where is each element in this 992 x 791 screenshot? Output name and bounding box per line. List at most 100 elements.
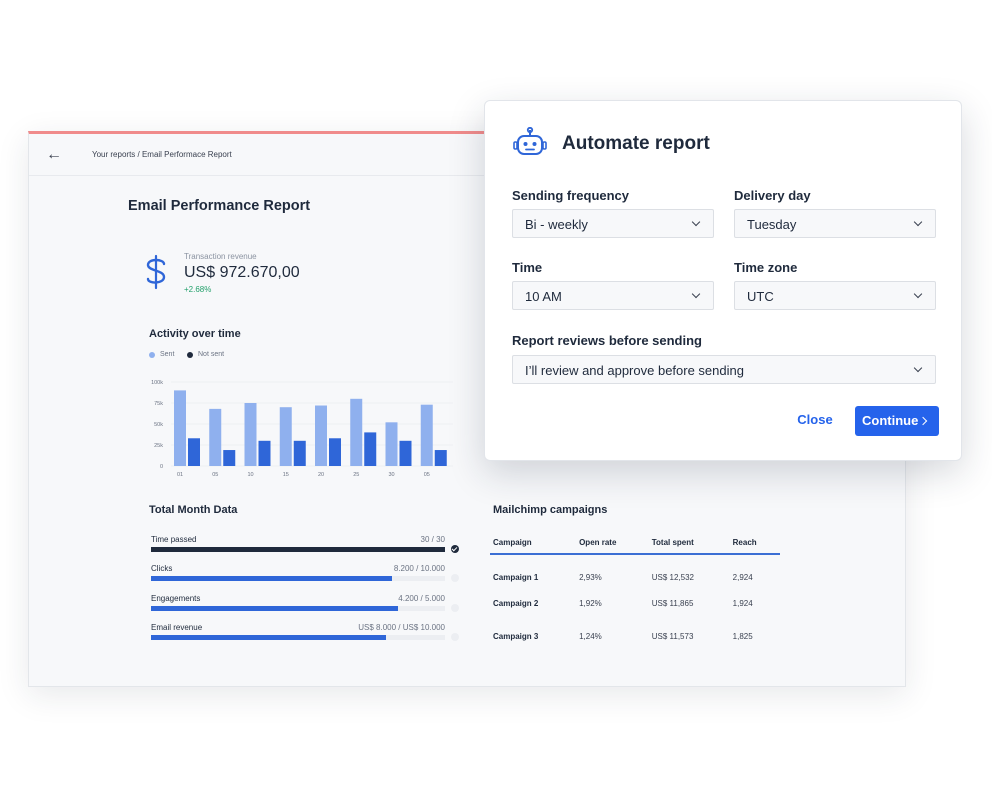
metric-label: Engagements [151, 594, 201, 603]
time-value: 10 AM [525, 289, 562, 304]
chart-bar-not-sent [329, 438, 341, 466]
chart-bar-sent [420, 404, 433, 466]
y-tick-label: 0 [160, 464, 163, 470]
table-row[interactable]: Campaign 3 1,24% US$ 11,573 1,825 [490, 620, 780, 653]
chart-bar-not-sent [258, 440, 271, 466]
mailchimp-table: Campaign Open rate Total spent Reach Cam… [490, 534, 780, 653]
review-select[interactable]: I’ll review and approve before sending [512, 355, 936, 384]
table-cell: 1,24% [579, 632, 602, 641]
sending-frequency-label: Sending frequency [512, 188, 630, 203]
pending-circle-icon [451, 633, 459, 641]
time-zone-value: UTC [747, 289, 774, 304]
delivery-day-select[interactable]: Tuesday [734, 209, 936, 238]
sending-frequency-select[interactable]: Bi - weekly [512, 209, 714, 238]
chart-bar-sent [209, 408, 222, 466]
table-cell: 1,924 [732, 599, 753, 608]
y-tick-label: 75k [154, 401, 163, 407]
progress-fill [151, 635, 387, 640]
table-row[interactable]: Campaign 2 1,92% US$ 11,865 1,924 [490, 587, 780, 620]
pending-circle-icon [451, 604, 459, 612]
close-button[interactable]: Close [797, 412, 833, 427]
robot-icon [513, 127, 547, 155]
pending-circle-icon [451, 574, 459, 582]
x-tick-label: 05 [424, 472, 430, 478]
chevron-right-icon [918, 416, 928, 426]
time-label: Time [512, 260, 543, 275]
progress-fill [151, 576, 393, 581]
table-cell: 2,93% [579, 572, 602, 582]
continue-button[interactable]: Continue [855, 406, 939, 436]
chart-bar-not-sent [188, 438, 200, 466]
chevron-down-icon [913, 217, 923, 227]
column-header[interactable]: Campaign [490, 534, 577, 555]
chevron-down-icon [913, 363, 923, 373]
progress-track [151, 576, 445, 581]
metric-label: Time passed [151, 535, 197, 544]
metric-time-passed: Time passed 30 / 30 [151, 535, 459, 563]
mailchimp-title: Mailchimp campaigns [493, 504, 608, 516]
metric-value: 30 / 30 [420, 535, 445, 544]
chart-bar-not-sent [364, 432, 377, 466]
activity-bar-chart: 100k 75k 50k 25k 0 01 05 10 15 20 25 30 05 [151, 380, 453, 478]
review-label: Report reviews before sending [512, 333, 702, 348]
table-cell: 2,924 [732, 572, 753, 582]
progress-track [151, 547, 445, 552]
column-header[interactable]: Open rate [576, 534, 649, 555]
x-tick-label: 25 [353, 472, 359, 478]
revenue-change: +2.68% [184, 285, 212, 294]
time-select[interactable]: 10 AM [512, 281, 714, 310]
column-header[interactable]: Reach [729, 534, 780, 555]
x-tick-label: 05 [212, 472, 218, 478]
x-tick-label: 20 [318, 472, 324, 478]
breadcrumb[interactable]: Your reports / Email Performace Report [92, 150, 232, 159]
dialog-title: Automate report [562, 133, 710, 154]
y-tick-label: 25k [154, 443, 163, 449]
automate-report-dialog: Automate report Sending frequency Bi - w… [484, 100, 962, 461]
table-cell: Campaign 1 [493, 572, 539, 582]
sending-frequency-value: Bi - weekly [525, 217, 588, 232]
y-tick-label: 100k [151, 380, 163, 386]
column-header[interactable]: Total spent [648, 534, 730, 555]
metric-value: 4.200 / 5.000 [398, 594, 445, 603]
metric-value: 8.200 / 10.000 [393, 564, 445, 573]
chart-bar-sent [350, 398, 363, 466]
metric-label: Email revenue [151, 623, 203, 632]
chevron-down-icon [913, 289, 923, 299]
legend-sent-dot [149, 351, 155, 358]
progress-track [151, 606, 445, 611]
metric-clicks: Clicks 8.200 / 10.000 [151, 564, 459, 592]
chart-bar-not-sent [434, 450, 447, 466]
table-row[interactable]: Campaign 1 2,93% US$ 12,532 2,924 [490, 554, 780, 587]
x-tick-label: 30 [388, 472, 394, 478]
continue-label: Continue [862, 413, 919, 428]
chart-bar-sent [315, 405, 327, 466]
table-cell: US$ 11,865 [651, 599, 694, 608]
report-topbar: ← Your reports / Email Performace Report [29, 134, 905, 176]
back-arrow-icon[interactable]: ← [46, 146, 62, 163]
report-title: Email Performance Report [128, 198, 311, 214]
progress-track [151, 635, 445, 640]
x-tick-label: 10 [247, 472, 253, 478]
table-cell: Campaign 3 [493, 632, 539, 641]
revenue-label: Transaction revenue [184, 252, 257, 261]
review-value: I’ll review and approve before sending [525, 363, 744, 378]
chart-bar-sent [244, 403, 257, 466]
legend-sent: Sent [149, 351, 174, 358]
delivery-day-value: Tuesday [747, 217, 797, 232]
progress-fill [151, 547, 445, 552]
progress-fill [151, 606, 398, 611]
legend-not-sent-label: Not sent [198, 351, 225, 358]
legend-not-sent: Not sent [187, 351, 224, 358]
chevron-down-icon [691, 217, 701, 227]
metric-engagements: Engagements 4.200 / 5.000 [151, 594, 459, 622]
delivery-day-label: Delivery day [734, 188, 811, 203]
table-cell: 1,92% [579, 599, 602, 608]
chart-bar-sent [385, 422, 398, 466]
chart-bar-sent [174, 390, 186, 466]
dollar-icon [146, 254, 166, 290]
x-tick-label: 01 [177, 472, 183, 478]
time-zone-select[interactable]: UTC [734, 281, 936, 310]
table-cell: US$ 11,573 [651, 632, 694, 641]
y-tick-label: 50k [154, 422, 163, 428]
time-zone-label: Time zone [734, 260, 798, 275]
